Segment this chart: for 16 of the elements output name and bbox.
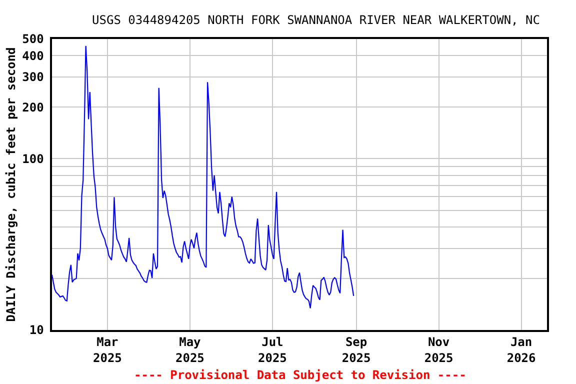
x-tick-label: Jan 2026: [506, 335, 536, 365]
y-tick-label: 400: [22, 48, 44, 63]
text: ---- Provisional Data Subject to Revision ----: [134, 368, 466, 382]
y-tick-label: 100: [22, 152, 44, 166]
line-series: [52, 45, 354, 309]
y-tick-label: 500: [22, 32, 44, 46]
x-tick-label: Sep 2025: [342, 335, 371, 365]
x-tick-label: May 2025: [175, 335, 204, 365]
x-tick-label: Nov 2025: [424, 335, 454, 365]
y-tick-label: 10: [29, 323, 44, 338]
chart-title: USGS 0344894205 NORTH FORK SWANNANOA RIVER NEAR WALKERTOWN, NC: [92, 13, 540, 28]
x-tick-label: Mar 2025: [92, 335, 122, 365]
y-tick-label: 200: [22, 100, 44, 114]
x-tick-label: Jul 2025: [258, 335, 287, 365]
y-tick-label: 300: [22, 70, 44, 84]
y-axis-title: DAILY Discharge, cubic feet per second: [4, 47, 18, 322]
